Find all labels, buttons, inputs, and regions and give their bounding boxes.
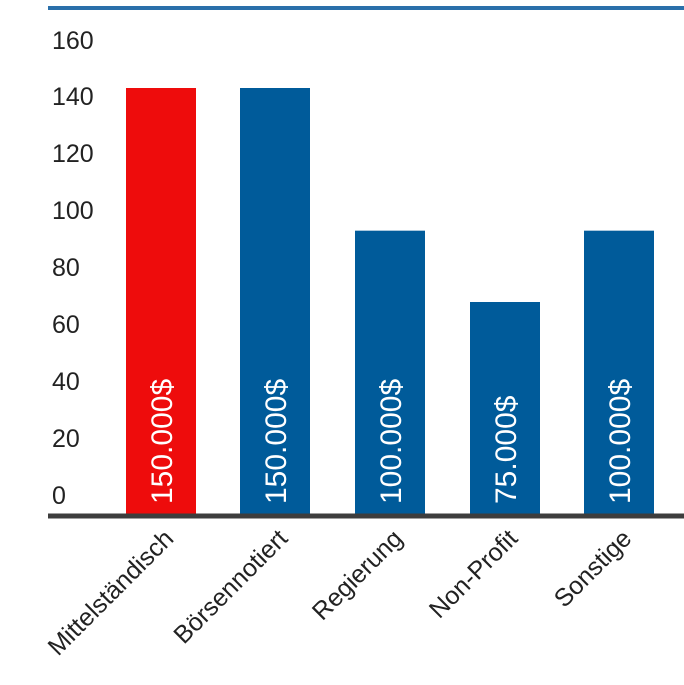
bars bbox=[126, 88, 654, 516]
bar-data-label: 75.000$ bbox=[490, 395, 523, 504]
y-axis-ticks: 0 20 40 60 80 100 120 140 160 bbox=[52, 27, 94, 510]
bar-data-label: 150.000$ bbox=[146, 379, 179, 504]
bar-data-label: 150.000$ bbox=[260, 379, 293, 504]
category-label: Regierung bbox=[307, 524, 408, 625]
bar bbox=[240, 88, 310, 516]
y-tick-label: 80 bbox=[52, 254, 80, 282]
y-tick-label: 160 bbox=[52, 27, 94, 55]
y-tick-label: 60 bbox=[52, 311, 80, 339]
data-labels: 150.000$ 150.000$ 100.000$ 75.000$ 100.000$ bbox=[146, 379, 637, 504]
bar-data-label: 100.000$ bbox=[604, 379, 637, 504]
bar bbox=[126, 88, 196, 516]
category-label: Börsennotiert bbox=[168, 524, 293, 649]
y-tick-label: 40 bbox=[52, 368, 80, 396]
y-tick-label: 120 bbox=[52, 140, 94, 168]
bar bbox=[355, 230, 425, 516]
y-tick-label: 20 bbox=[52, 425, 80, 453]
bar bbox=[470, 302, 540, 516]
category-label: Non-Profit bbox=[424, 524, 523, 623]
y-tick-label: 100 bbox=[52, 197, 94, 225]
y-tick-label: 0 bbox=[52, 482, 66, 510]
category-label: Sonstige bbox=[549, 524, 638, 613]
bar bbox=[584, 230, 654, 516]
y-tick-label: 140 bbox=[52, 83, 94, 111]
bar-data-label: 100.000$ bbox=[375, 379, 408, 504]
category-label: Mittelständisch bbox=[43, 524, 180, 661]
